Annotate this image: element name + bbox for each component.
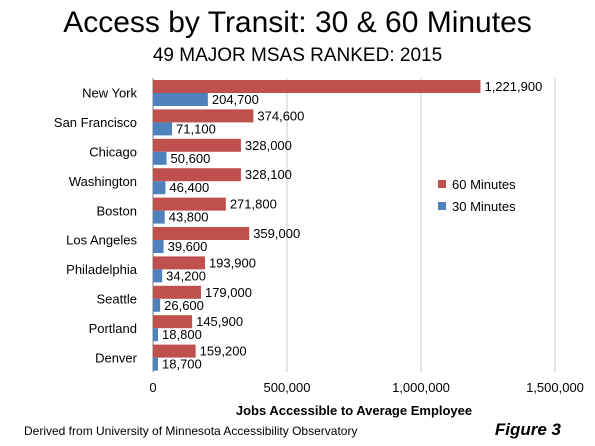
x-tick-label: 500,000	[264, 380, 311, 395]
bar	[153, 285, 201, 299]
data-label: 193,900	[209, 255, 256, 270]
x-tick-label: 0	[149, 380, 156, 395]
bar	[153, 240, 164, 253]
bar	[153, 151, 167, 165]
legend-label: 60 Minutes	[452, 177, 516, 192]
data-label: 71,100	[176, 121, 216, 136]
data-label: 159,200	[200, 344, 247, 359]
category-label: Boston	[97, 203, 137, 218]
chart-title: Access by Transit: 30 & 60 Minutes	[63, 6, 532, 39]
category-label: Denver	[95, 350, 138, 365]
data-label: 26,600	[164, 298, 204, 313]
bar	[153, 181, 166, 195]
data-label: 374,600	[257, 108, 304, 123]
chart-subtitle: 49 MAJOR MSAS RANKED: 2015	[152, 45, 443, 66]
bar	[153, 93, 208, 106]
category-label: Washington	[69, 174, 137, 189]
bar	[153, 269, 163, 283]
source-note: Derived from University of Minnesota Acc…	[24, 424, 358, 438]
x-tick-label: 1,000,000	[392, 380, 450, 395]
data-label: 18,700	[162, 357, 202, 372]
category-label: Portland	[89, 321, 137, 336]
bar	[153, 210, 165, 224]
data-label: 1,221,900	[484, 79, 542, 94]
data-label: 43,800	[169, 210, 209, 225]
category-label: Seattle	[97, 292, 137, 307]
legend-swatch	[438, 180, 446, 188]
data-label: 328,000	[245, 138, 292, 153]
data-label: 39,600	[168, 239, 208, 254]
data-label: 179,000	[205, 285, 252, 300]
legend-label: 30 Minutes	[452, 199, 516, 214]
bar	[153, 328, 159, 342]
bar	[153, 138, 241, 152]
bar	[153, 315, 193, 329]
bar	[153, 344, 196, 358]
data-label: 18,800	[162, 327, 202, 342]
bar	[153, 197, 226, 211]
bar	[153, 109, 254, 123]
data-label: 359,000	[253, 226, 300, 241]
category-label: Chicago	[89, 145, 137, 160]
data-label: 145,900	[196, 314, 243, 329]
category-label: Philadelphia	[66, 262, 138, 277]
bar	[153, 256, 205, 270]
bar	[153, 357, 159, 371]
data-label: 34,200	[166, 268, 206, 283]
bar	[153, 168, 241, 182]
x-axis-title: Jobs Accessible to Average Employee	[236, 403, 472, 418]
category-label: New York	[82, 86, 137, 101]
figure-label: Figure 3	[494, 420, 561, 439]
category-label: Los Angeles	[66, 233, 137, 248]
category-label: San Francisco	[54, 115, 137, 130]
data-label: 204,700	[212, 92, 259, 107]
bar	[153, 227, 250, 240]
legend-swatch	[438, 202, 446, 210]
bar	[153, 80, 481, 93]
x-tick-label: 1,500,000	[526, 380, 584, 395]
data-label: 271,800	[230, 197, 277, 212]
data-label: 50,600	[171, 151, 211, 166]
data-label: 328,100	[245, 167, 292, 182]
bar	[153, 122, 173, 136]
data-label: 46,400	[169, 180, 209, 195]
bar	[153, 298, 161, 312]
